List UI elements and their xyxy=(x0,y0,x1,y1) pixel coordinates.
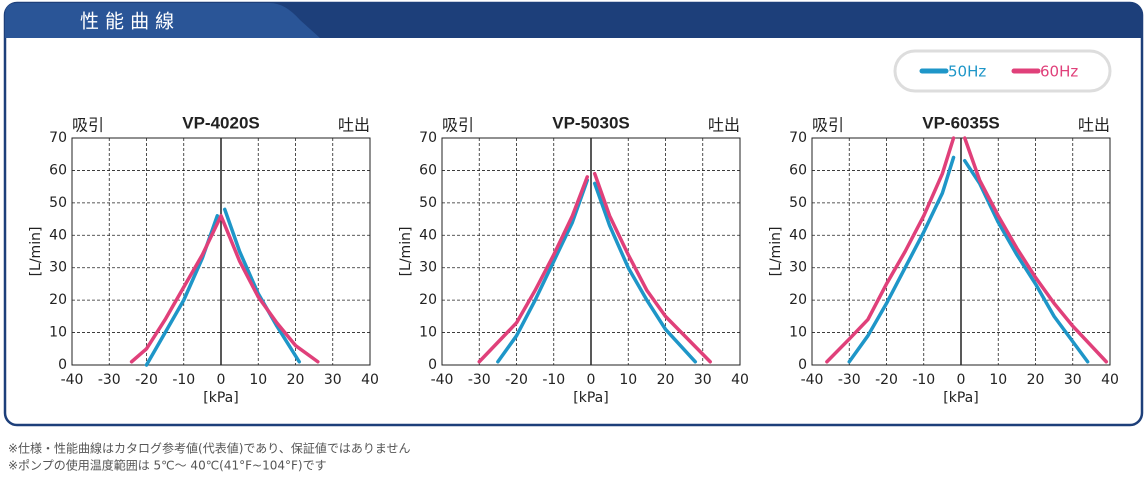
x-axis-label: [kPa] xyxy=(943,390,978,406)
y-tick-label: 30 xyxy=(49,260,67,276)
y-tick-label: 60 xyxy=(419,162,437,178)
y-tick-label: 40 xyxy=(49,227,67,243)
y-tick-label: 40 xyxy=(419,227,437,243)
y-tick-label: 0 xyxy=(58,357,67,373)
chart-title: VP-5030S xyxy=(552,113,630,132)
series-line xyxy=(129,214,320,364)
suction-label: 吸引 xyxy=(72,116,104,135)
x-tick-label: 0 xyxy=(957,372,966,388)
y-axis-label: [L/min] xyxy=(28,227,44,277)
x-tick-label: -20 xyxy=(135,372,158,388)
chart-title: VP-6035S xyxy=(922,113,1000,132)
legend-label: 60Hz xyxy=(1040,63,1078,81)
x-tick-label: 10 xyxy=(619,372,637,388)
x-tick-label: 40 xyxy=(1101,372,1119,388)
y-tick-label: 50 xyxy=(789,195,807,211)
discharge-label: 吐出 xyxy=(1078,116,1110,135)
series-line xyxy=(825,136,1109,364)
y-tick-label: 20 xyxy=(419,292,437,308)
x-tick-label: 30 xyxy=(1064,372,1082,388)
y-tick-label: 70 xyxy=(419,130,437,146)
note: ※仕様・性能曲線はカタログ参考値(代表値)であり、保証値ではありません xyxy=(8,441,410,456)
series-line xyxy=(477,171,712,364)
y-tick-label: 10 xyxy=(789,325,807,341)
x-tick-label: -40 xyxy=(61,372,84,388)
legend-box xyxy=(893,49,1112,93)
x-tick-label: -30 xyxy=(98,372,121,388)
suction-label: 吸引 xyxy=(812,116,844,135)
x-tick-label: -10 xyxy=(542,372,565,388)
x-tick-label: 20 xyxy=(1027,372,1045,388)
x-axis-label: [kPa] xyxy=(203,390,238,406)
y-tick-label: 30 xyxy=(419,260,437,276)
x-tick-label: 40 xyxy=(361,372,379,388)
x-tick-label: 10 xyxy=(249,372,267,388)
discharge-label: 吐出 xyxy=(708,116,740,135)
x-tick-label: 30 xyxy=(694,372,712,388)
y-tick-label: 60 xyxy=(789,162,807,178)
x-axis-label: [kPa] xyxy=(573,390,608,406)
y-axis-label: [L/min] xyxy=(398,227,414,277)
x-tick-label: -30 xyxy=(468,372,491,388)
x-tick-label: -30 xyxy=(838,372,861,388)
y-tick-label: 60 xyxy=(49,162,67,178)
y-tick-label: 20 xyxy=(789,292,807,308)
x-tick-label: -40 xyxy=(431,372,454,388)
chart-title: VP-4020S xyxy=(182,113,260,132)
note: ※ポンプの使用温度範囲は 5℃～ 40℃(41°F~104°F)です xyxy=(8,458,327,473)
x-tick-label: 20 xyxy=(287,372,305,388)
discharge-label: 吐出 xyxy=(338,116,370,135)
x-tick-label: -40 xyxy=(801,372,824,388)
y-tick-label: 70 xyxy=(789,130,807,146)
x-tick-label: -10 xyxy=(172,372,195,388)
x-tick-label: 40 xyxy=(731,372,749,388)
header-tab xyxy=(5,3,320,38)
y-tick-label: 10 xyxy=(49,325,67,341)
y-tick-label: 30 xyxy=(789,260,807,276)
y-tick-label: 10 xyxy=(419,325,437,341)
legend-label: 50Hz xyxy=(948,63,986,81)
y-tick-label: 40 xyxy=(789,227,807,243)
header-title: 性 能 曲 線 xyxy=(80,11,174,33)
y-tick-label: 20 xyxy=(49,292,67,308)
x-tick-label: -20 xyxy=(505,372,528,388)
x-tick-label: 0 xyxy=(587,372,596,388)
x-tick-label: 10 xyxy=(989,372,1007,388)
y-tick-label: 0 xyxy=(428,357,437,373)
series-line xyxy=(496,178,698,364)
y-tick-label: 50 xyxy=(419,195,437,211)
x-tick-label: 30 xyxy=(324,372,342,388)
y-tick-label: 0 xyxy=(798,357,807,373)
y-tick-label: 70 xyxy=(49,130,67,146)
x-tick-label: 0 xyxy=(217,372,226,388)
suction-label: 吸引 xyxy=(442,116,474,135)
x-tick-label: 20 xyxy=(657,372,675,388)
x-tick-label: -10 xyxy=(912,372,935,388)
y-axis-label: [L/min] xyxy=(768,227,784,277)
y-tick-label: 50 xyxy=(49,195,67,211)
x-tick-label: -20 xyxy=(875,372,898,388)
